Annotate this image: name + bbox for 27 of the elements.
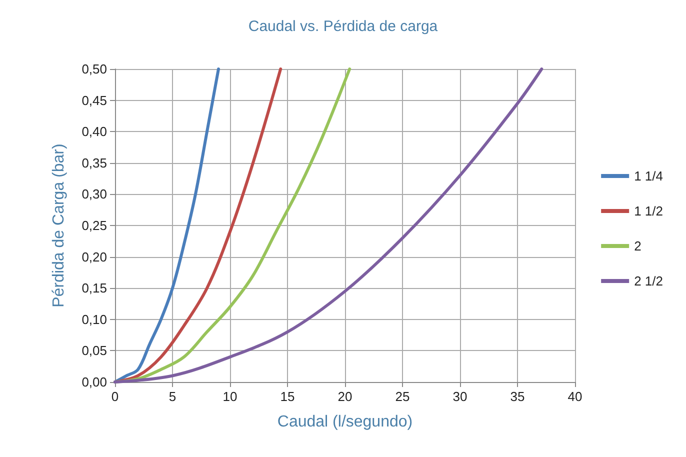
x-tick-label: 40 <box>568 389 582 404</box>
y-tick-label: 0,00 <box>82 374 107 390</box>
legend-label: 2 <box>634 238 642 254</box>
chart-title: Caudal vs. Pérdida de carga <box>248 18 438 35</box>
y-tick-label: 0,10 <box>82 312 107 327</box>
y-tick-label: 0,05 <box>82 343 107 358</box>
y-tick-label: 0,50 <box>82 62 107 76</box>
legend-label: 2 1/2 <box>634 274 664 288</box>
y-axis-title: Pérdida de Carga (bar) <box>50 144 68 308</box>
x-tick-label: 25 <box>395 389 410 404</box>
x-tick-label: 0 <box>111 389 119 404</box>
x-axis-title: Caudal (l/segundo) <box>277 414 413 430</box>
y-tick-label: 0,45 <box>82 92 107 108</box>
x-tick-label: 35 <box>510 389 525 404</box>
y-tick-label: 0,30 <box>82 186 107 202</box>
x-tick-label: 5 <box>168 389 176 404</box>
y-tick-label: 0,20 <box>82 249 107 264</box>
y-tick-label: 0,15 <box>82 280 107 296</box>
y-tick-label: 0,35 <box>82 155 107 170</box>
x-tick-label: 30 <box>452 389 468 404</box>
legend-label: 1 1/2 <box>634 204 664 218</box>
x-tick-label: 15 <box>280 389 295 404</box>
y-tick-label: 0,40 <box>82 124 107 140</box>
y-tick-label: 0,25 <box>82 218 107 233</box>
x-tick-label: 10 <box>222 389 238 404</box>
legend-label: 1 1/4 <box>634 168 664 184</box>
x-tick-label: 20 <box>338 389 352 404</box>
